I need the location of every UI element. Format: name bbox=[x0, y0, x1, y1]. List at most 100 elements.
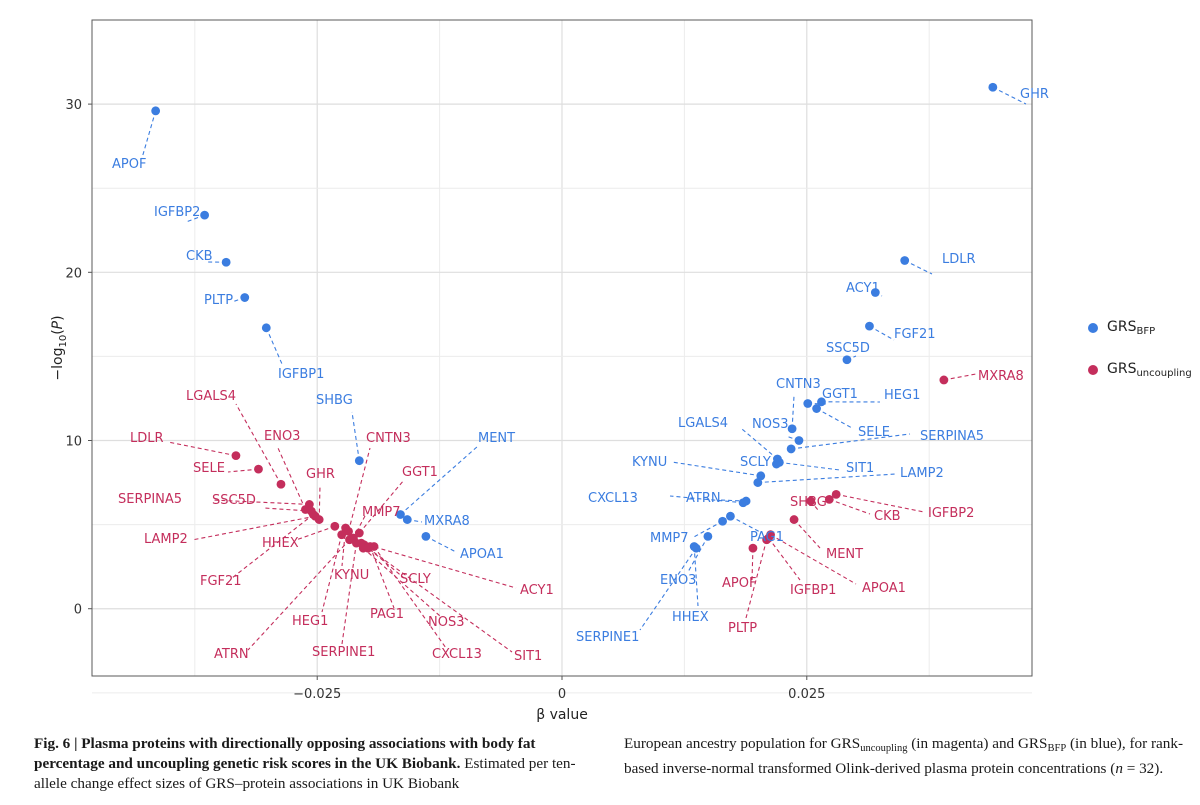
point-uncoupling-hhex bbox=[330, 521, 340, 531]
leader-line-uncoupling-mxra8 bbox=[943, 373, 977, 381]
point-label-bfp-pag1: PAG1 bbox=[750, 530, 784, 545]
leader-line-bfp-shbg bbox=[351, 411, 360, 461]
leader-line-bfp-ldlr bbox=[904, 260, 933, 275]
leader-line-uncoupling-igfbp2 bbox=[836, 493, 925, 513]
point-bfp-serpina5 bbox=[786, 444, 796, 454]
leader-line-bfp-atrn bbox=[719, 499, 747, 502]
caption-part-2: (in magenta) and GRS bbox=[907, 735, 1048, 752]
point-label-uncoupling-eno3: ENO3 bbox=[264, 429, 300, 444]
point-label-uncoupling-ment: MENT bbox=[826, 547, 863, 562]
point-label-uncoupling-ggt1: GGT1 bbox=[402, 465, 438, 480]
point-label-uncoupling-ghr: GHR bbox=[306, 467, 335, 482]
leader-line-bfp-ment bbox=[400, 445, 479, 515]
legend-sub-bfp: BFP bbox=[1136, 326, 1156, 337]
point-label-bfp-hhex: HHEX bbox=[672, 610, 709, 625]
point-label-uncoupling-acy1: ACY1 bbox=[520, 583, 554, 598]
point-label-bfp-nos3: NOS3 bbox=[752, 417, 788, 432]
leader-line-bfp-apof bbox=[141, 110, 157, 159]
point-bfp-ssc5d bbox=[842, 355, 852, 365]
caption-part-3: (in blue), for rank-based inverse-normal… bbox=[624, 735, 1184, 777]
point-label-bfp-serpine1: SERPINE1 bbox=[576, 630, 639, 645]
leader-line-uncoupling-lgals4 bbox=[235, 403, 282, 485]
y-label-open: ( bbox=[50, 329, 66, 334]
point-bfp-shbg bbox=[354, 456, 364, 466]
leader-line-bfp-ghr bbox=[992, 86, 1027, 105]
point-label-uncoupling-pag1: PAG1 bbox=[370, 607, 404, 622]
point-label-uncoupling-pltp: PLTP bbox=[728, 621, 757, 636]
point-label-uncoupling-ldlr: LDLR bbox=[130, 431, 164, 446]
point-uncoupling-atrn bbox=[345, 535, 354, 545]
volcano-chart: −0.025 0 0.025 0 10 20 30 GHR APOF IGFBP2 CKB PLTP… bbox=[50, 19, 1049, 723]
leader-lines bbox=[141, 86, 1027, 653]
leader-line-uncoupling-sele bbox=[227, 468, 259, 473]
caption-part-1: European ancestry population for GRS bbox=[624, 735, 861, 752]
leader-line-uncoupling-cxcl13 bbox=[373, 546, 447, 649]
leader-line-uncoupling-acy1 bbox=[361, 542, 517, 589]
legend-sub-uncoupling: uncoupling bbox=[1136, 368, 1192, 379]
point-label-bfp-cxcl13: CXCL13 bbox=[588, 491, 638, 506]
point-uncoupling-kynu bbox=[341, 523, 351, 533]
leader-line-uncoupling-fgf21 bbox=[231, 514, 314, 579]
point-uncoupling-sele bbox=[254, 464, 263, 474]
point-label-uncoupling-hhex: HHEX bbox=[262, 536, 299, 551]
leader-line-bfp-fgf21 bbox=[869, 325, 895, 341]
point-label-bfp-fgf21: FGF21 bbox=[894, 327, 936, 342]
leader-line-bfp-serpina5 bbox=[791, 433, 911, 450]
point-uncoupling-ment bbox=[789, 515, 799, 524]
caption-part-4: = 32). bbox=[1122, 760, 1164, 777]
point-label-uncoupling-fgf21: FGF21 bbox=[200, 574, 242, 589]
point-label-bfp-sit1: SIT1 bbox=[846, 461, 874, 476]
point-label-bfp-apof: APOF bbox=[112, 157, 146, 172]
point-label-uncoupling-scly: SCLY bbox=[400, 572, 431, 587]
point-uncoupling-ckb bbox=[824, 494, 834, 504]
figure-caption-right: European ancestry population for GRSunco… bbox=[624, 734, 1184, 779]
x-tick-label: −0.025 bbox=[293, 687, 341, 702]
point-bfp-ckb bbox=[221, 257, 231, 267]
point-bfp-apoa1 bbox=[421, 531, 431, 541]
point-bfp-pag1 bbox=[726, 511, 735, 521]
point-label-bfp-kynu: KYNU bbox=[632, 455, 667, 470]
leader-line-bfp-sele bbox=[816, 408, 853, 429]
point-label-bfp-igfbp2: IGFBP2 bbox=[154, 205, 200, 220]
point-bfp-ldlr bbox=[900, 256, 910, 265]
y-tick-label: 10 bbox=[65, 435, 82, 450]
point-label-bfp-ghr: GHR bbox=[1020, 87, 1049, 102]
point-label-bfp-apoa1: APOA1 bbox=[460, 547, 504, 562]
point-bfp-acy1 bbox=[870, 288, 880, 297]
legend-label-uncoupling: GRSuncoupling bbox=[1107, 361, 1192, 379]
leader-line-uncoupling-cntn3 bbox=[348, 447, 371, 532]
point-label-uncoupling-cxcl13: CXCL13 bbox=[432, 647, 482, 662]
point-uncoupling-ldlr bbox=[231, 451, 241, 461]
point-uncoupling-apof bbox=[748, 543, 758, 553]
figure-caption-text-left: Estimated per ten-allele change effect s… bbox=[34, 755, 576, 792]
point-uncoupling-acy1 bbox=[356, 538, 366, 548]
point-bfp-cxcl13 bbox=[738, 498, 748, 508]
point-label-uncoupling-apof: APOF bbox=[722, 576, 756, 591]
point-bfp-heg1 bbox=[817, 397, 826, 407]
point-uncoupling-sit1 bbox=[363, 543, 373, 553]
point-label-uncoupling-mmp7: MMP7 bbox=[362, 505, 401, 520]
figure-caption-left: Fig. 6 | Plasma proteins with directiona… bbox=[34, 734, 594, 794]
point-label-uncoupling-serpine1: SERPINE1 bbox=[312, 645, 375, 660]
legend-item-uncoupling: GRSuncoupling bbox=[1088, 360, 1192, 380]
point-bfp-mmp7 bbox=[718, 516, 727, 526]
point-bfp-igfbp1 bbox=[261, 323, 271, 333]
point-uncoupling-shbg bbox=[806, 496, 816, 506]
point-label-bfp-eno3: ENO3 bbox=[660, 573, 696, 588]
point-labels: GHR APOF IGFBP2 CKB PLTP IGFBP1 LDLR ACY1 FGF21 S… bbox=[112, 87, 1049, 664]
axis-ticks: −0.025 0 0.025 0 10 20 30 bbox=[65, 98, 825, 702]
point-uncoupling-fgf21 bbox=[308, 510, 318, 519]
leader-line-bfp-kynu bbox=[671, 461, 761, 477]
x-tick-label: 0 bbox=[558, 687, 566, 702]
caption-sub-bfp: BFP bbox=[1047, 743, 1067, 754]
point-label-bfp-lgals4: LGALS4 bbox=[678, 416, 728, 431]
point-uncoupling-ggt1 bbox=[354, 528, 364, 538]
leader-line-uncoupling-sit1 bbox=[367, 547, 513, 653]
point-bfp-kynu bbox=[756, 471, 766, 481]
y-label-log: −log bbox=[50, 348, 66, 381]
point-label-bfp-sele: SELE bbox=[858, 425, 890, 440]
point-label-bfp-cntn3: CNTN3 bbox=[776, 377, 821, 392]
point-bfp-eno3 bbox=[703, 531, 713, 541]
y-label-base: 10 bbox=[58, 335, 69, 348]
leader-line-uncoupling-pag1 bbox=[369, 546, 395, 609]
